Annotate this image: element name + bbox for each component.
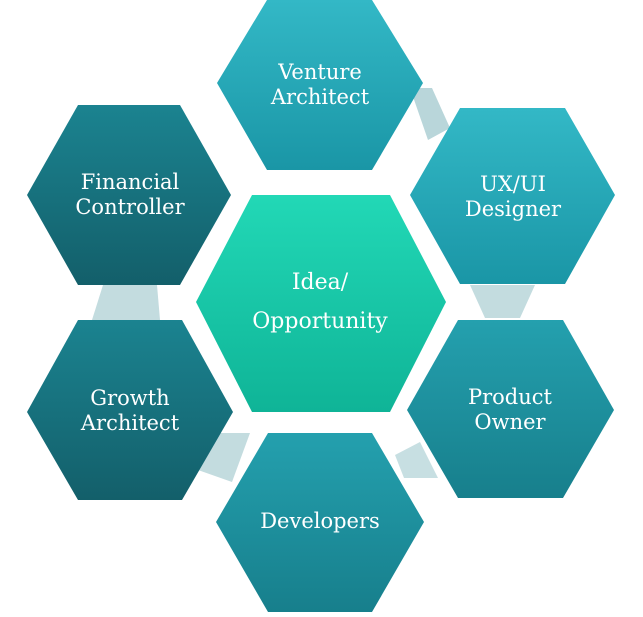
hexagon-shape: [216, 433, 424, 612]
hexagon-venture-architect: Venture Architect: [217, 0, 423, 170]
connector-venture-ux: [410, 88, 450, 140]
connector-growth-financial: [92, 285, 160, 320]
hexagon-center-idea-opportunity: Idea/ Opportunity: [196, 195, 446, 412]
hexagon-product-owner: Product Owner: [407, 320, 614, 498]
hexagon-label-line1: Venture: [277, 60, 362, 84]
hexagon-shape: [27, 105, 231, 285]
hexagon-label-line1: Growth: [90, 386, 169, 410]
center-label-line2: Opportunity: [252, 309, 388, 334]
hexagon-label-line2: Designer: [465, 197, 562, 221]
hexagon-growth-architect: Growth Architect: [27, 320, 233, 500]
hexagon-label-line1: Financial: [81, 170, 180, 194]
connector-ux-product: [470, 285, 535, 318]
hexagon-label-line2: Architect: [270, 85, 370, 109]
hexagon-label-line2: Controller: [75, 195, 185, 219]
hexagon-ux-ui-designer: UX/UI Designer: [410, 108, 615, 284]
hexagon-label-line1: UX/UI: [480, 172, 546, 196]
hexagon-developers: Developers: [216, 433, 424, 612]
hexagon-shape: [196, 195, 446, 412]
hexagon-shape: [27, 320, 233, 500]
hexagon-label-line2: Owner: [474, 410, 546, 434]
hexagon-label-line2: Architect: [80, 411, 180, 435]
connector-product-developers: [395, 442, 438, 478]
hexagon-shape: [410, 108, 615, 284]
center-label-line1: Idea/: [292, 270, 349, 295]
hexagon-shape: [217, 0, 423, 170]
hexagon-label-line1: Product: [468, 385, 553, 409]
hexagon-shape: [407, 320, 614, 498]
hexagon-label: Developers: [260, 509, 380, 533]
hexagon-financial-controller: Financial Controller: [27, 105, 231, 285]
